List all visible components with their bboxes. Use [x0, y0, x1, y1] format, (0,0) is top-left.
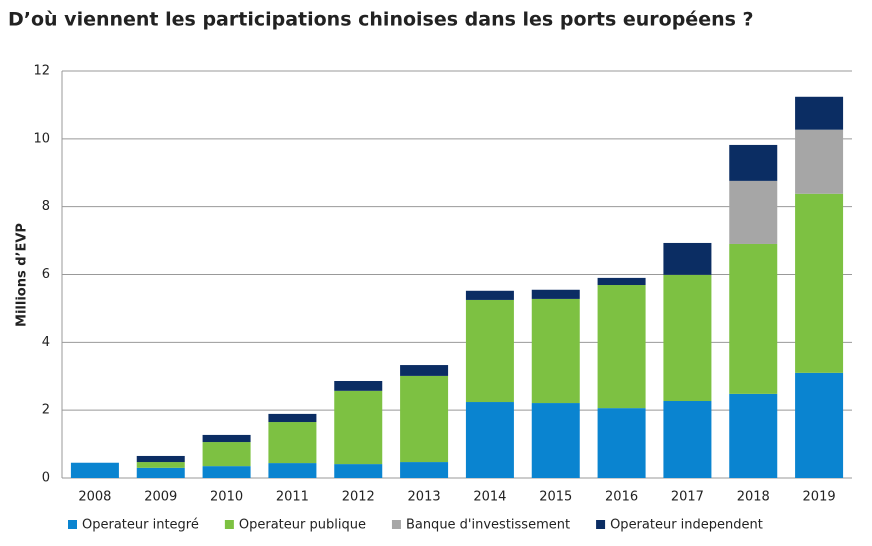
- bar-segment: [795, 372, 844, 478]
- bar-segment: [795, 129, 844, 194]
- bar-segment: [663, 274, 712, 402]
- legend-swatch: [68, 520, 77, 529]
- bar-segment: [795, 96, 844, 130]
- x-tick-label: 2018: [737, 490, 770, 505]
- y-tick-label: 2: [42, 403, 50, 418]
- x-tick-label: 2016: [605, 490, 638, 505]
- legend-label: Banque d'investissement: [406, 518, 570, 533]
- bar-segment: [136, 462, 185, 468]
- bar-segment: [202, 434, 251, 443]
- bar-segment: [663, 242, 712, 275]
- bar-segment: [597, 285, 646, 409]
- bar-segment: [597, 408, 646, 478]
- bar-segment: [268, 422, 317, 464]
- legend-label: Operateur independent: [610, 518, 763, 533]
- bar-segment: [70, 462, 119, 478]
- x-tick-label: 2014: [473, 490, 506, 505]
- legend-swatch: [224, 520, 234, 529]
- bar-segment: [597, 277, 646, 286]
- chart-title: D’où viennent les participations chinois…: [8, 9, 754, 31]
- x-tick-label: 2009: [144, 490, 177, 505]
- bar-segment: [465, 402, 514, 478]
- x-tick-label: 2012: [342, 490, 375, 505]
- y-tick-label: 0: [42, 471, 50, 486]
- y-tick-label: 8: [42, 199, 50, 214]
- bar-segment: [729, 144, 778, 181]
- bar-segment: [465, 299, 514, 403]
- legend-swatch: [596, 520, 606, 529]
- x-tick-label: 2013: [408, 490, 441, 505]
- bar-segment: [729, 393, 778, 478]
- legend-swatch: [391, 520, 401, 529]
- bar-segment: [268, 413, 317, 423]
- bar-segment: [531, 289, 580, 299]
- x-tick-label: 2017: [671, 490, 704, 505]
- bar-segment: [531, 298, 580, 404]
- x-tick-label: 2015: [539, 490, 572, 505]
- y-axis-label: Millions d’EVP: [15, 223, 30, 327]
- legend-label: Operateur integré: [82, 518, 199, 533]
- bar-segment: [400, 365, 449, 376]
- bar-segment: [202, 442, 251, 467]
- bar-segment: [795, 193, 844, 373]
- bar-segment: [136, 467, 185, 478]
- bar-segment: [729, 243, 778, 394]
- bar-segment: [334, 464, 383, 478]
- bar-segment: [663, 401, 712, 478]
- legend-label: Operateur publique: [239, 518, 366, 533]
- x-tick-label: 2019: [803, 490, 836, 505]
- x-tick-label: 2010: [210, 490, 243, 505]
- y-tick-label: 12: [33, 64, 50, 79]
- bar-segment: [136, 455, 185, 463]
- bar-segment: [268, 463, 317, 478]
- bar-segment: [400, 462, 449, 478]
- x-tick-label: 2008: [78, 490, 111, 505]
- x-tick-label: 2011: [276, 490, 309, 505]
- y-tick-label: 10: [33, 131, 50, 146]
- bar-segment: [334, 390, 383, 465]
- y-tick-label: 4: [42, 335, 50, 350]
- bar-segment: [531, 403, 580, 478]
- y-tick-label: 6: [42, 267, 50, 282]
- bar-segment: [465, 290, 514, 300]
- bar-segment: [202, 466, 251, 478]
- bar-segment: [400, 375, 449, 463]
- bar-segment: [729, 180, 778, 244]
- bar-segment: [334, 380, 383, 391]
